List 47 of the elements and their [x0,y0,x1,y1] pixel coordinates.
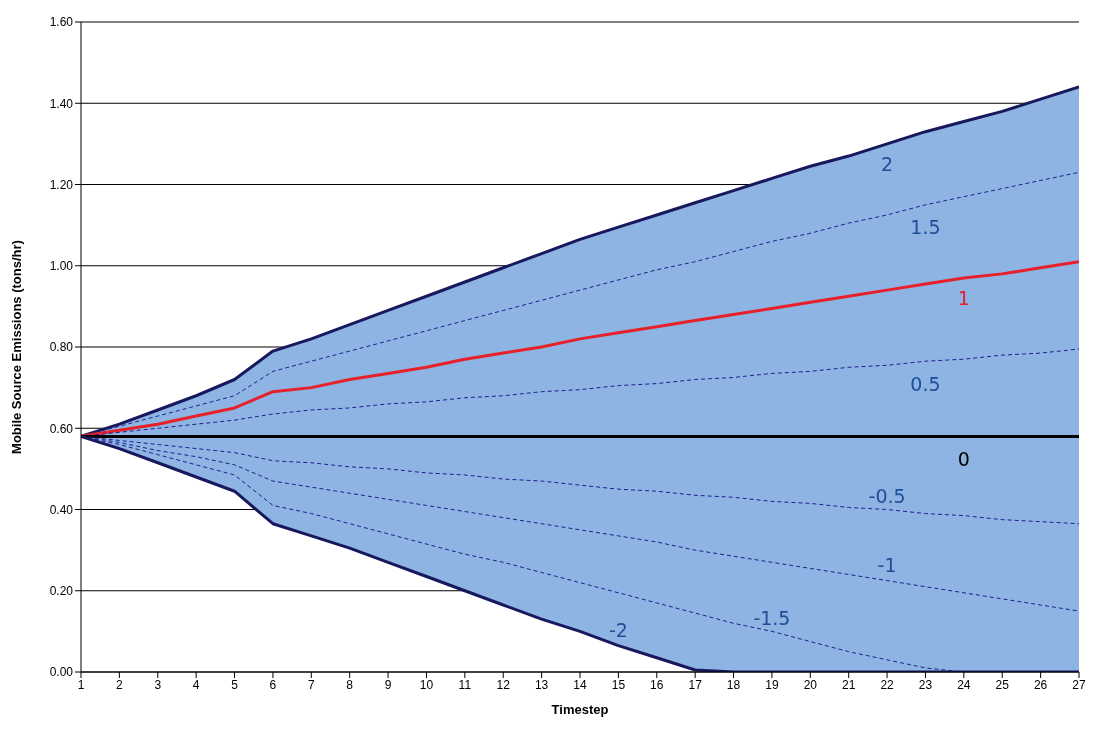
series-label: -2 [608,619,628,642]
x-tick-label: 4 [192,677,200,692]
y-tick-label: 1.40 [49,96,74,111]
x-tick-label: 5 [231,677,239,692]
x-tick-label: 16 [650,677,664,692]
series-label: 0 [957,447,970,470]
y-tick-label: 1.20 [49,177,74,192]
series-label: -1.5 [753,606,791,629]
x-tick-label: 1 [77,677,85,692]
x-tick-label: 10 [419,677,434,692]
x-tick-label: 14 [573,677,587,692]
x-tick-label: 6 [269,677,277,692]
x-axis-title: Timestep [551,702,609,717]
x-tick-label: 17 [688,677,703,692]
y-tick-label: 0.60 [49,421,74,436]
x-tick-label: 20 [803,677,818,692]
y-tick-label: 1.60 [49,15,74,30]
x-tick-label: 12 [496,677,511,692]
x-tick-label: 19 [765,677,779,692]
x-tick-label: 21 [842,677,856,692]
x-tick-label: 3 [154,677,162,692]
x-tick-label: 15 [611,677,626,692]
y-tick-label: 0.20 [49,584,74,599]
series-label: -0.5 [868,485,906,507]
y-tick-label: 1.00 [49,259,74,274]
series-label: 2 [881,153,894,176]
x-tick-label: 7 [307,677,315,692]
x-tick-label: 11 [458,677,472,692]
x-tick-label: 24 [957,677,971,692]
x-tick-label: 23 [918,677,933,692]
x-tick-label: 13 [534,677,549,692]
x-tick-label: 8 [346,677,354,692]
y-axis-title: Mobile Source Emissions (tons/hr) [8,240,24,454]
y-tick-label: 0.80 [49,340,74,355]
y-tick-label: 0.00 [49,665,74,680]
x-tick-label: 26 [1033,677,1048,692]
x-tick-label: 27 [1072,677,1086,692]
x-tick-label: 25 [995,677,1010,692]
series-label: 0.5 [910,372,941,395]
x-tick-label: 22 [880,677,895,692]
series-label: 1 [957,287,970,310]
x-tick-label: 2 [116,677,124,692]
y-tick-label: 0.40 [49,502,74,517]
x-tick-label: 9 [384,677,392,692]
x-tick-label: 18 [726,677,741,692]
series-label: -1 [877,554,897,577]
series-label: 1.5 [910,216,941,239]
